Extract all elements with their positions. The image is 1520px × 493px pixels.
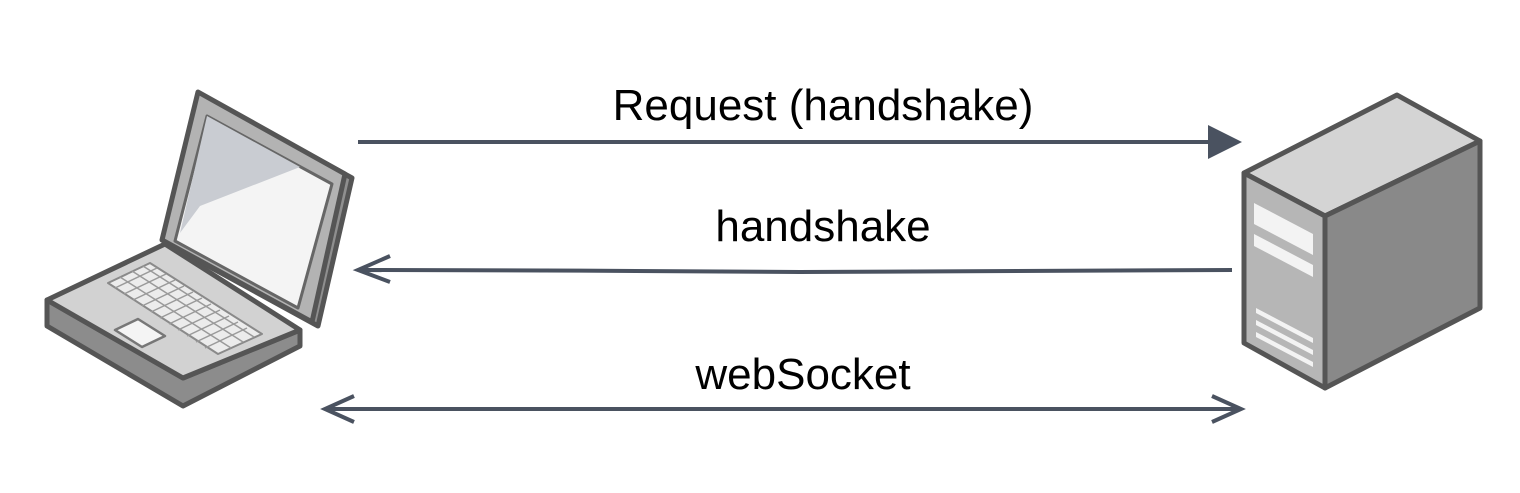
websocket-label: webSocket (695, 350, 911, 399)
arrowhead-right-icon (1211, 394, 1246, 424)
laptop-icon (44, 89, 355, 409)
request-arrow (358, 125, 1242, 159)
arrowhead-left-icon (320, 394, 355, 424)
server-tower-icon (1241, 92, 1483, 391)
request-label: Request (handshake) (612, 81, 1034, 130)
arrowhead-left-icon (352, 254, 391, 284)
arrowhead-right-icon (1208, 125, 1242, 159)
response-arrow (352, 254, 1233, 284)
handshake-label: handshake (715, 202, 931, 251)
websocket-arrow (320, 394, 1246, 424)
